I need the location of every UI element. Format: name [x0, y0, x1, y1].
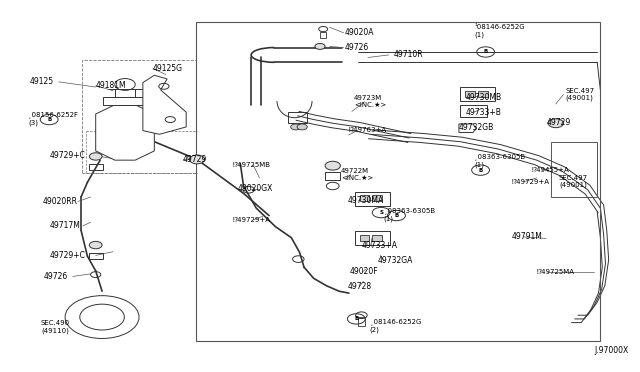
Text: 49717M: 49717M — [49, 221, 80, 230]
Text: 49181M: 49181M — [96, 81, 126, 90]
Text: 49732GB: 49732GB — [459, 123, 494, 132]
Bar — [360, 195, 369, 201]
Bar — [465, 91, 475, 97]
Text: 49733+B: 49733+B — [465, 108, 501, 117]
Text: 49728: 49728 — [348, 282, 372, 291]
Bar — [320, 32, 326, 38]
Text: ¸08363-6305B
(1): ¸08363-6305B (1) — [474, 154, 525, 168]
Circle shape — [189, 155, 205, 164]
Circle shape — [90, 153, 102, 160]
Bar — [372, 235, 382, 241]
Bar — [355, 231, 390, 245]
Text: 49729: 49729 — [183, 155, 207, 164]
Text: 49726: 49726 — [44, 272, 68, 281]
Bar — [372, 195, 382, 201]
Bar — [360, 235, 369, 241]
Text: 49733+A: 49733+A — [362, 241, 397, 250]
Text: ⁉49763+A: ⁉49763+A — [349, 127, 387, 133]
Text: 49730MB: 49730MB — [465, 93, 501, 102]
Text: 49020GX: 49020GX — [237, 185, 273, 193]
Text: 49020F: 49020F — [350, 267, 379, 276]
Circle shape — [90, 241, 102, 249]
Text: 49729+C: 49729+C — [49, 151, 85, 160]
Text: 49722M
<INC.★>: 49722M <INC.★> — [341, 168, 373, 181]
Text: B: B — [484, 49, 488, 54]
Polygon shape — [103, 97, 147, 105]
Text: 49730MA: 49730MA — [348, 196, 383, 205]
Bar — [355, 192, 390, 206]
Bar — [288, 112, 307, 123]
Text: ⁉49725MB: ⁉49725MB — [232, 161, 270, 167]
Text: B: B — [47, 117, 51, 122]
Text: 49726: 49726 — [344, 43, 369, 52]
Text: 49125G: 49125G — [153, 64, 183, 73]
Text: ⁉49729+A: ⁉49729+A — [232, 217, 270, 223]
Bar — [460, 105, 487, 116]
Polygon shape — [143, 75, 186, 134]
Bar — [358, 317, 365, 326]
Circle shape — [325, 161, 340, 170]
Text: ¸08363-6305B
(1): ¸08363-6305B (1) — [384, 208, 435, 222]
Bar — [90, 253, 103, 259]
Text: S: S — [379, 210, 383, 215]
Text: B: B — [354, 317, 358, 321]
Text: 49125: 49125 — [30, 77, 54, 86]
Text: ⁉49455+A: ⁉49455+A — [532, 167, 570, 173]
Text: 49723M
<INC.★>: 49723M <INC.★> — [354, 95, 386, 108]
Text: SEC.497
(49001): SEC.497 (49001) — [559, 175, 588, 188]
Text: B: B — [479, 168, 483, 173]
Text: ¸08146-6252G
(2): ¸08146-6252G (2) — [370, 318, 421, 333]
Text: ⁉49725MA: ⁉49725MA — [537, 269, 575, 275]
Text: B: B — [394, 213, 399, 218]
Text: 49020A: 49020A — [344, 28, 374, 37]
Polygon shape — [459, 124, 476, 132]
Circle shape — [291, 124, 301, 130]
Text: 49791M: 49791M — [511, 232, 542, 241]
Polygon shape — [96, 105, 154, 160]
Text: 49020RR: 49020RR — [43, 197, 78, 206]
Bar — [90, 164, 103, 170]
Text: 49710R: 49710R — [394, 51, 423, 60]
Text: ¸08156-6252F
(3): ¸08156-6252F (3) — [28, 112, 78, 126]
Text: J.97000X: J.97000X — [594, 346, 628, 355]
Bar — [196, 22, 600, 341]
Circle shape — [297, 124, 307, 130]
Bar — [478, 91, 488, 97]
Circle shape — [548, 119, 563, 128]
Bar — [325, 172, 340, 180]
Text: SEC.497
(49001): SEC.497 (49001) — [565, 88, 595, 101]
Text: 49729+C: 49729+C — [49, 251, 85, 260]
Text: 49732GA: 49732GA — [378, 256, 413, 265]
Bar — [460, 87, 495, 101]
Circle shape — [315, 44, 325, 49]
Text: ¹08146-6252G
(1): ¹08146-6252G (1) — [474, 24, 525, 38]
Text: SEC.490
(49110): SEC.490 (49110) — [41, 320, 70, 334]
Text: ⁉49729+A: ⁉49729+A — [511, 179, 549, 185]
Text: 49729: 49729 — [547, 118, 571, 127]
Bar — [550, 142, 596, 197]
